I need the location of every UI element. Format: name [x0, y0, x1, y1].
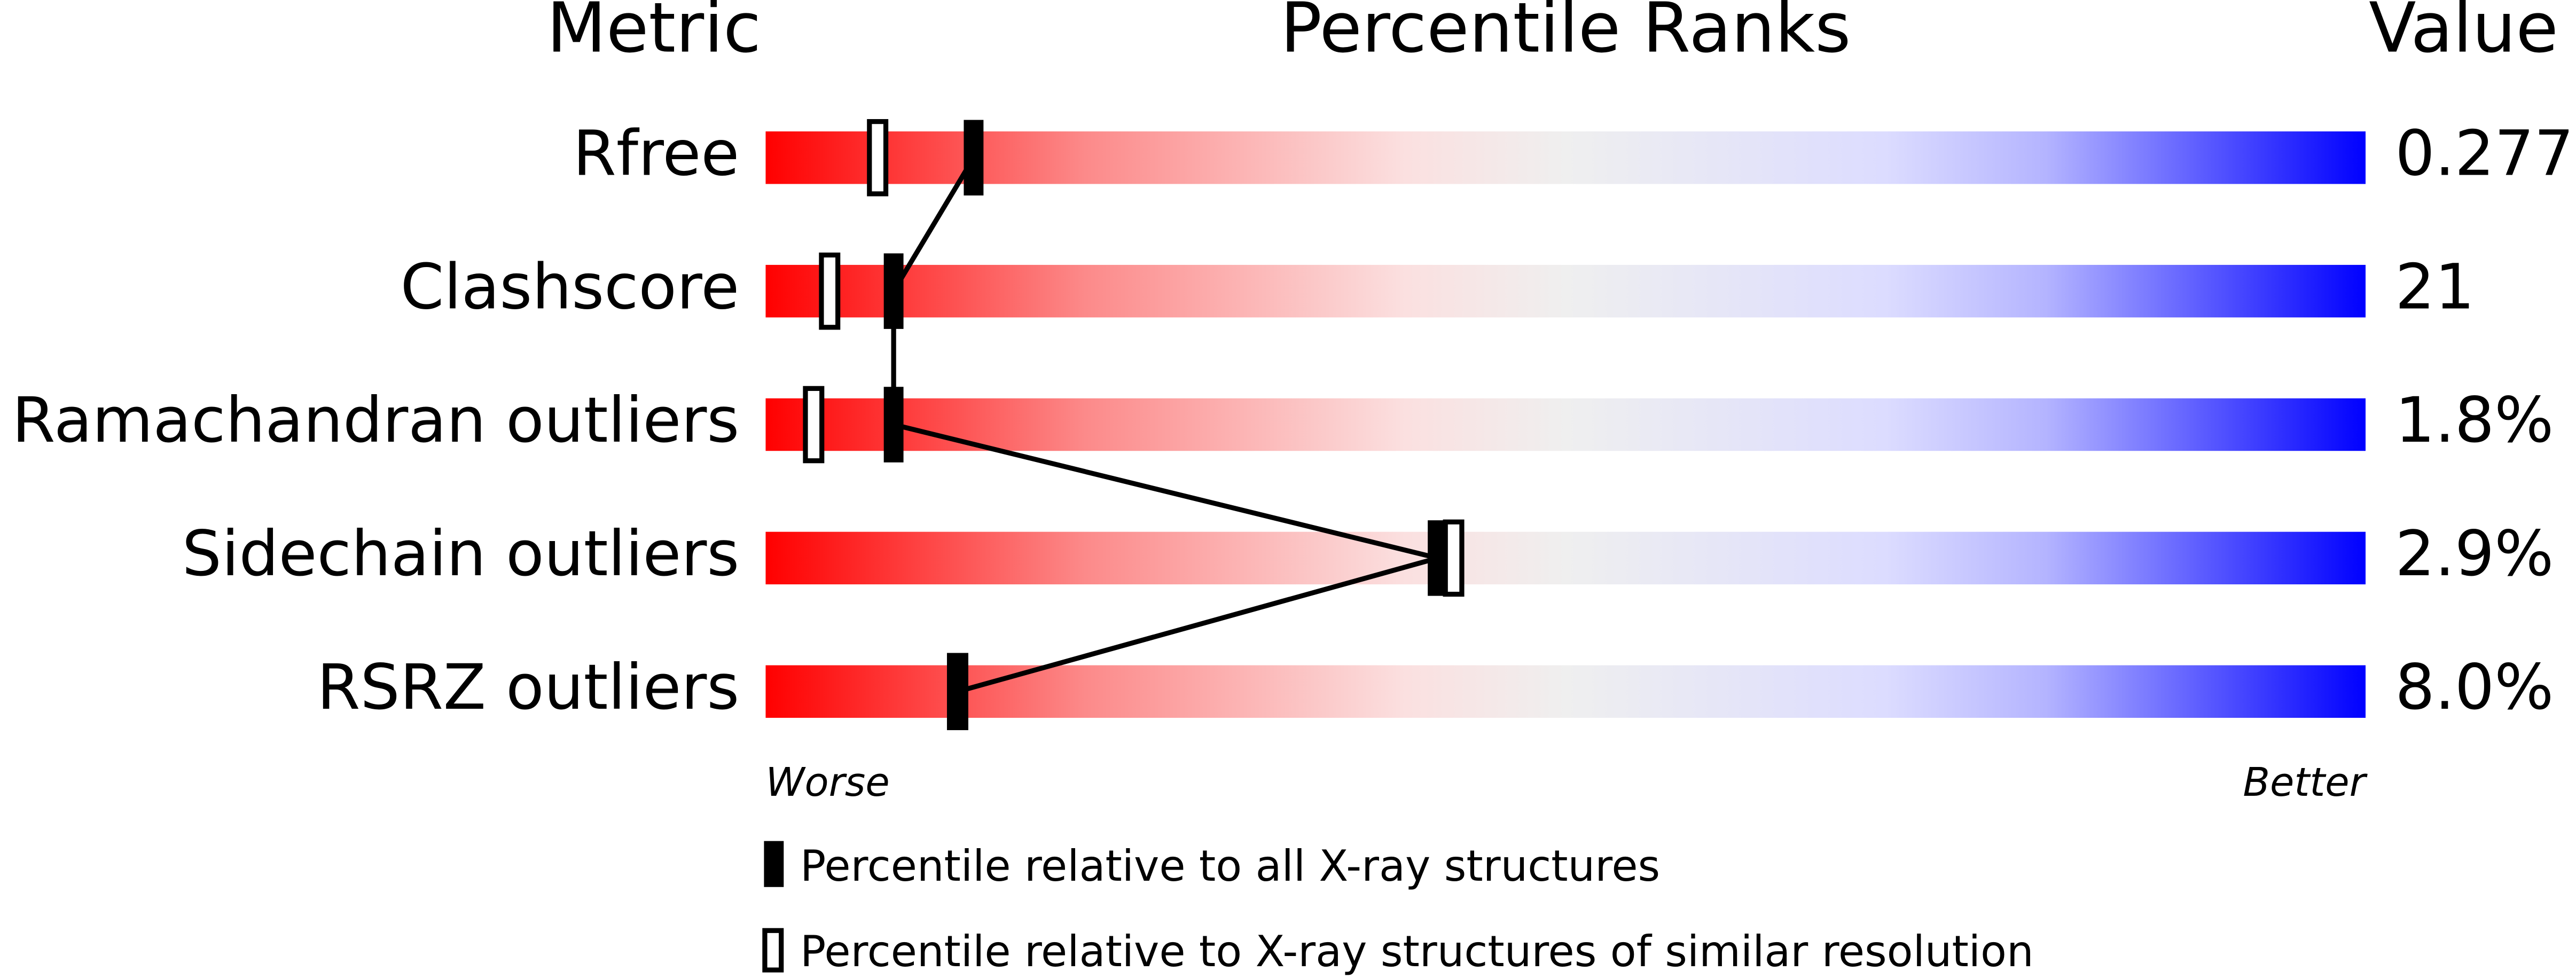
- all-marker: [1428, 520, 1448, 596]
- header-ranks: Percentile Ranks: [1280, 0, 1851, 68]
- rank-bar: [765, 531, 2366, 585]
- similar-marker: [803, 386, 825, 464]
- metric-value: 21: [2395, 250, 2475, 323]
- metric-label: Ramachandran outliers: [12, 384, 739, 457]
- legend-swatch-similar: [762, 928, 784, 973]
- header-value: Value: [2369, 0, 2558, 68]
- rank-bar: [765, 665, 2366, 718]
- similar-marker: [1443, 519, 1465, 597]
- metric-value: 0.277: [2395, 117, 2574, 190]
- all-marker: [948, 654, 968, 730]
- metric-label: Rfree: [573, 117, 740, 190]
- rank-bar: [765, 264, 2366, 318]
- metric-value: 2.9%: [2395, 518, 2554, 590]
- metric-value: 1.8%: [2395, 384, 2554, 457]
- metric-value: 8.0%: [2395, 651, 2554, 724]
- all-marker: [883, 253, 904, 329]
- all-marker: [964, 120, 984, 195]
- metric-label: Sidechain outliers: [182, 518, 739, 590]
- all-marker: [883, 387, 904, 463]
- worse-label: Worse: [765, 759, 889, 805]
- legend-entry: Percentile relative to all X-ray structu…: [800, 841, 1660, 891]
- metric-label: Clashscore: [401, 250, 740, 323]
- similar-marker: [867, 119, 889, 197]
- similar-marker: [819, 252, 841, 330]
- header-metric: Metric: [547, 0, 762, 68]
- metric-label: RSRZ outliers: [317, 651, 739, 724]
- rank-bar: [765, 131, 2366, 184]
- legend-entry: Percentile relative to X-ray structures …: [800, 927, 2034, 976]
- legend-swatch-all: [764, 841, 784, 887]
- rank-bar: [765, 398, 2366, 451]
- better-label: Better: [2243, 759, 2368, 805]
